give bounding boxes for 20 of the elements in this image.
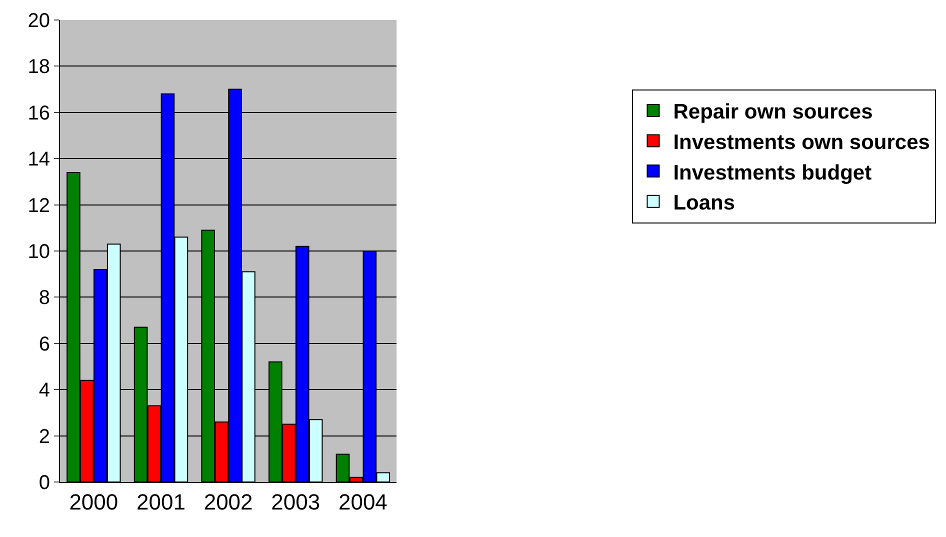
legend-label: Repair own sources (673, 100, 873, 124)
legend-label: Loans (673, 192, 736, 215)
legend-label: Investments budget (673, 161, 872, 184)
x-tick-label: 2004 (338, 489, 388, 514)
x-tick-label: 2001 (136, 489, 186, 514)
y-tick-label: 4 (38, 380, 50, 402)
y-tick-label: 8 (38, 287, 50, 310)
x-tick-label: 2002 (204, 489, 253, 514)
legend-label: Investments own sources (673, 130, 930, 154)
y-tick-label: 10 (28, 241, 50, 263)
y-tick-label: 12 (28, 194, 50, 217)
y-tick-label: 6 (38, 333, 50, 356)
x-tick-label: 2000 (69, 489, 118, 514)
y-tick-label: 14 (28, 148, 50, 171)
y-tick-label: 20 (28, 10, 50, 32)
y-tick-label: 0 (38, 472, 50, 494)
y-tick-label: 2 (38, 426, 50, 448)
x-tick-label: 2003 (271, 489, 320, 514)
y-tick-label: 16 (28, 102, 50, 124)
y-tick-label: 18 (28, 56, 50, 78)
